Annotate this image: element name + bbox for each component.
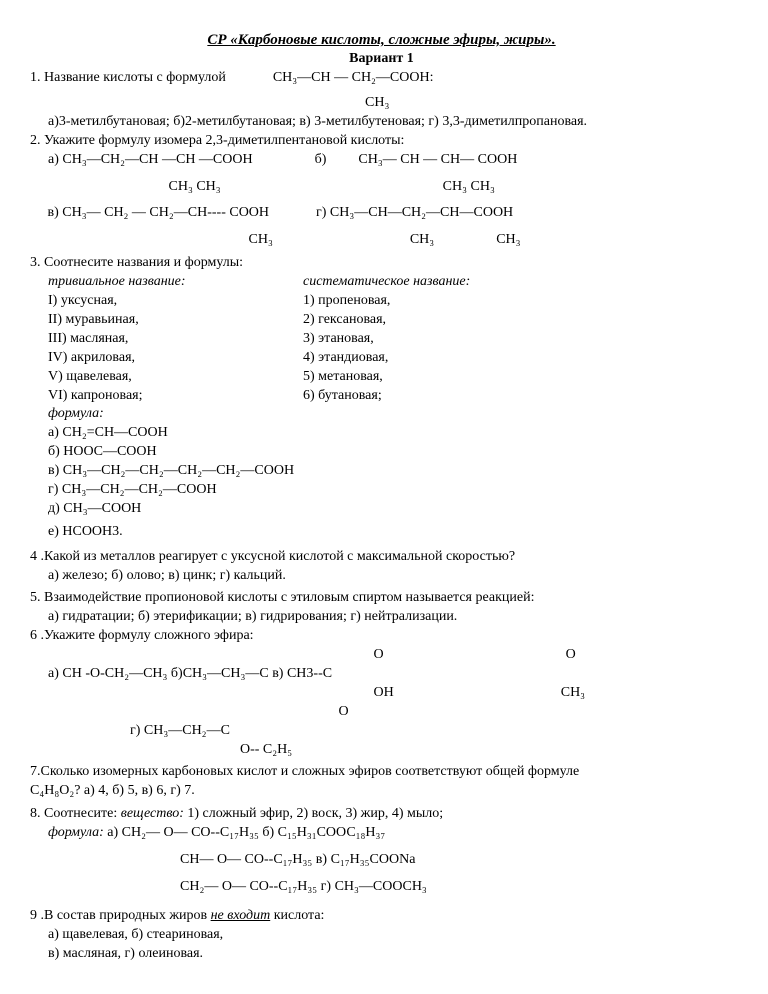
q2-c-row: в) CH₃— CH₂ — CH₂—CH---- COOH г) CH₃—CH—… bbox=[30, 204, 733, 223]
q2-prompt: 2. Укажите формулу изомера 2,3-диметилпе… bbox=[30, 132, 733, 151]
q2-c-left: в) CH₃— CH₂ — CH₂—CH---- COOH bbox=[48, 205, 270, 220]
q8-l3: CH— O— CO--C₁₇H₃₅ в) C₁₇H₃₅COONa bbox=[30, 851, 733, 870]
q1: 1. Название кислоты с формулой CH₃—CH — … bbox=[30, 69, 733, 88]
q5-prompt: 5. Взаимодействие пропионовой кислоты с … bbox=[30, 589, 733, 608]
q9-prompt: 9 .В состав природных жиров не входит ки… bbox=[30, 907, 733, 926]
q3-pair-row: V) щавелевая,5) метановая, bbox=[30, 368, 733, 387]
q3-systematic: 6) бутановая; bbox=[303, 387, 733, 406]
q2-a-sub-row: CH₃ CH₃ CH₃ CH₃ bbox=[30, 178, 733, 197]
q3-formula: г) CH₃—CH₂—CH₂—COOH bbox=[30, 481, 733, 500]
q3-pair-row: VI) капроновая;6) бутановая; bbox=[30, 387, 733, 406]
q3-formula: в) CH₃—CH₂—CH₂—CH₂—CH₂—COOH bbox=[30, 462, 733, 481]
q8-l1b: вещество: bbox=[121, 806, 184, 821]
q2-a-right: CH₃— CH — CH— COOH bbox=[358, 152, 517, 167]
q4-opts: а) железо; б) олово; в) цинк; г) кальций… bbox=[30, 567, 733, 586]
q3-trivial: II) муравьиная, bbox=[30, 311, 303, 330]
q3-pair-row: I) уксусная,1) пропеновая, bbox=[30, 292, 733, 311]
q2-a-sub-right: CH₃ CH₃ bbox=[443, 179, 495, 194]
q6-main: а) CH -O-CH₂—CH₃ б)CH₃—CH₃—C в) CH3--C bbox=[30, 665, 733, 684]
q8-l1c: 1) сложный эфир, 2) воск, 3) жир, 4) мыл… bbox=[184, 806, 443, 821]
q8-l2a: формула: bbox=[48, 825, 104, 840]
q9-l2: в) масляная, г) олеиновая. bbox=[30, 945, 733, 964]
q3-left-head: тривиальное название: bbox=[30, 273, 303, 292]
q3-formula: б) HOOC—COOH bbox=[30, 443, 733, 462]
q6-g-sub: O-- C₂H₅ bbox=[30, 741, 733, 760]
q8-l2: формула: а) СН₂— О— СО--С₁₇Н₃₅ б) С₁₅Н₃₁… bbox=[30, 824, 733, 843]
q3-formula: е) HCOOH3. bbox=[30, 523, 733, 542]
q5-opts: а) гидратации; б) этерификации; в) гидри… bbox=[30, 608, 733, 627]
q6-o3: O bbox=[339, 704, 349, 719]
q3-systematic: 2) гексановая, bbox=[303, 311, 733, 330]
q1-prompt: 1. Название кислоты с формулой bbox=[30, 70, 226, 85]
q3-trivial: IV) акриловая, bbox=[30, 349, 303, 368]
q2-a-mid: б) bbox=[315, 152, 327, 167]
q3-systematic: 1) пропеновая, bbox=[303, 292, 733, 311]
q9-pu: не входит bbox=[211, 908, 271, 923]
q7-l2: C₄H₈O₂? а) 4, б) 5, в) 6, г) 7. bbox=[30, 782, 733, 801]
q6-oh: OH bbox=[374, 685, 394, 700]
q2-c-sub-row: CH₃ CH₃ CH₃ bbox=[30, 231, 733, 250]
q8-l4: CH₂— O— CO--C₁₇H₃₅ г) CH₃—COOCH₃ bbox=[30, 878, 733, 897]
q3-prompt: 3. Соотнесите названия и формулы: bbox=[30, 254, 733, 273]
doc-title: СР «Карбоновые кислоты, сложные эфиры, ж… bbox=[30, 30, 733, 50]
q6-o1: O bbox=[374, 647, 384, 662]
q7-l1: 7.Сколько изомерных карбоновых кислот и … bbox=[30, 763, 733, 782]
q3-formula: а) CH₂=CH—COOH bbox=[30, 424, 733, 443]
q3-pair-row: II) муравьиная,2) гексановая, bbox=[30, 311, 733, 330]
q3-trivial: III) масляная, bbox=[30, 330, 303, 349]
q6-o2: O bbox=[566, 647, 576, 662]
q3-systematic: 5) метановая, bbox=[303, 368, 733, 387]
q9-pa: 9 .В состав природных жиров bbox=[30, 908, 211, 923]
q1-opts: а)3-метилбутановая; б)2-метилбутановая; … bbox=[30, 113, 733, 132]
q3-pair-row: III) масляная,3) этановая, bbox=[30, 330, 733, 349]
q2-a-left: а) CH₃—CH₂—CH —CH —COOH bbox=[48, 152, 253, 167]
q3-systematic: 3) этановая, bbox=[303, 330, 733, 349]
q6-prompt: 6 .Укажите формулу сложного эфира: bbox=[30, 627, 733, 646]
q2-c-sub-r2: CH₃ bbox=[496, 232, 520, 247]
q8-l1: 8. Соотнесите: вещество: 1) сложный эфир… bbox=[30, 805, 733, 824]
q9-pb: кислота: bbox=[270, 908, 324, 923]
q3-formula-head: формула: bbox=[30, 405, 733, 424]
q6-oh-row: OH CH₃ bbox=[30, 684, 733, 703]
q6-ch3: CH₃ bbox=[561, 685, 585, 700]
q3-formula: д) CH₃—COOH bbox=[30, 500, 733, 519]
q1-sub: CH₃ bbox=[30, 94, 733, 113]
q3-trivial: I) уксусная, bbox=[30, 292, 303, 311]
q9-l1: а) щавелевая, б) стеариновая, bbox=[30, 926, 733, 945]
q2-a-sub-left: CH₃ CH₃ bbox=[169, 179, 221, 194]
q3-systematic: 4) этандиовая, bbox=[303, 349, 733, 368]
q3-pair-row: IV) акриловая,4) этандиовая, bbox=[30, 349, 733, 368]
q3-heads: тривиальное название: систематическое на… bbox=[30, 273, 733, 292]
q8-l2b: а) СН₂— О— СО--С₁₇Н₃₅ б) С₁₅Н₃₁СООС₁₈Н₃₇ bbox=[104, 825, 386, 840]
q3-right-head: систематическое название: bbox=[303, 273, 733, 292]
q2-c-sub-left: CH₃ bbox=[249, 232, 273, 247]
q6-o3-row: O bbox=[30, 703, 733, 722]
q3-trivial: VI) капроновая; bbox=[30, 387, 303, 406]
q4-prompt: 4 .Какой из металлов реагирует с уксусно… bbox=[30, 548, 733, 567]
q3-trivial: V) щавелевая, bbox=[30, 368, 303, 387]
q8-l1a: 8. Соотнесите: bbox=[30, 806, 121, 821]
q1-formula: CH₃—CH — CH₂—COOH: bbox=[273, 70, 434, 85]
variant: Вариант 1 bbox=[30, 50, 733, 69]
q2-c-sub-r1: CH₃ bbox=[410, 232, 434, 247]
q2-a-row: а) CH₃—CH₂—CH —CH —COOH б) CH₃— CH — CH—… bbox=[30, 151, 733, 170]
q6-o-row: O O bbox=[30, 646, 733, 665]
q2-c-right: г) CH₃—CH—CH₂—CH—COOH bbox=[316, 205, 513, 220]
q6-g: г) CH₃—CH₂—C bbox=[30, 722, 733, 741]
